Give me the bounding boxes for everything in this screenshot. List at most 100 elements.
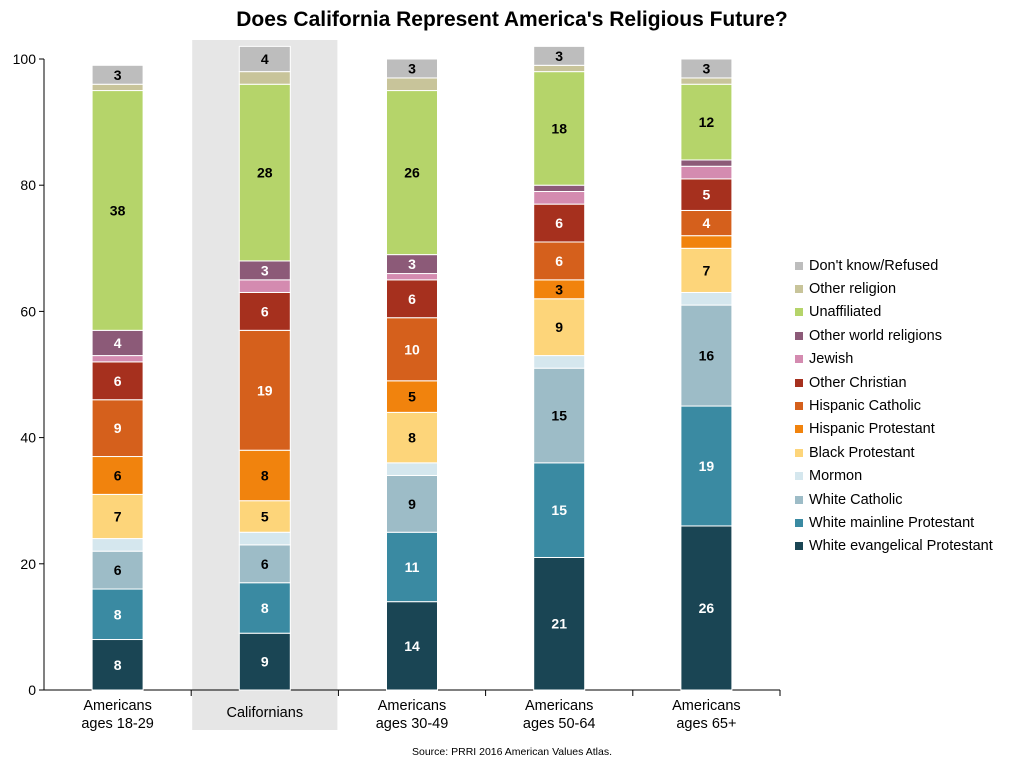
data-label: 10 [404, 341, 420, 357]
legend-swatch [795, 261, 803, 270]
data-label: 4 [114, 335, 122, 351]
y-tick-label: 100 [13, 51, 37, 67]
legend-label: Other religion [809, 281, 897, 298]
data-label: 8 [114, 657, 122, 673]
data-label: 6 [555, 253, 563, 269]
legend-item: White mainline Protestant [795, 511, 993, 534]
bar-segment [91, 399, 144, 458]
data-label: 3 [555, 48, 563, 64]
bar-segment [386, 601, 438, 691]
legend-item: Mormon [795, 465, 993, 488]
source-note: Source: PRRI 2016 American Values Atlas. [412, 746, 612, 758]
bar-segment [91, 329, 144, 357]
data-label: 8 [408, 430, 416, 446]
data-label: 5 [408, 389, 416, 405]
legend-swatch [795, 378, 803, 387]
data-label: 19 [699, 458, 715, 474]
bar-segment [533, 184, 586, 193]
bar-segment [386, 474, 438, 533]
x-tick-label: ages 18-29 [81, 716, 154, 732]
data-label: 4 [703, 215, 711, 231]
data-label: 11 [405, 559, 420, 575]
data-label: 14 [404, 638, 420, 654]
bar-segment [680, 235, 733, 249]
bar-segment [533, 556, 586, 691]
bar-segment [91, 550, 144, 590]
bar-segment [91, 64, 144, 85]
legend-swatch [795, 355, 803, 364]
bar-segment [238, 329, 291, 451]
bar-segment [533, 462, 586, 558]
data-label: 3 [408, 256, 416, 272]
bar-segment [91, 538, 144, 552]
legend-label: Mormon [809, 468, 863, 485]
data-label: 3 [703, 60, 711, 76]
legend-item: Don't know/Refused [795, 254, 993, 277]
data-label: 6 [114, 373, 122, 389]
data-label: 38 [110, 202, 126, 218]
bar-segment [533, 367, 586, 464]
chart-title: Does California Represent America's Reli… [236, 8, 788, 31]
legend-swatch [795, 472, 803, 481]
x-tick-label: Americans [525, 698, 594, 714]
y-tick-label: 20 [20, 556, 36, 572]
y-tick-label: 80 [20, 177, 36, 193]
bar-segment [680, 58, 733, 79]
data-label: 3 [261, 262, 269, 278]
legend-swatch [795, 495, 803, 504]
legend-item: Jewish [795, 348, 993, 371]
data-label: 15 [551, 502, 567, 518]
legend-item: White evangelical Protestant [795, 535, 993, 558]
bar-segment [680, 304, 733, 407]
legend-swatch [795, 542, 803, 551]
bar-segment [680, 83, 733, 161]
data-label: 6 [114, 562, 122, 578]
data-label: 3 [555, 281, 563, 297]
data-label: 8 [114, 606, 122, 622]
legend-label: Jewish [809, 351, 854, 368]
data-label: 4 [261, 51, 269, 67]
legend-swatch [795, 518, 803, 527]
bar-segment [91, 355, 144, 363]
bar-segment [533, 355, 586, 369]
legend-item: Hispanic Catholic [795, 394, 993, 417]
bar-segment [91, 83, 144, 92]
bar-segment [533, 45, 586, 66]
bar-segment [533, 241, 586, 281]
data-label: 6 [261, 303, 269, 319]
data-label: 6 [114, 467, 122, 483]
y-tick-label: 0 [28, 682, 36, 698]
legend-label: Hispanic Catholic [809, 398, 922, 415]
data-label: 3 [114, 67, 122, 83]
bar-segment [238, 71, 291, 85]
legend-label: Don't know/Refused [809, 257, 939, 274]
bar-segment [386, 90, 438, 256]
data-label: 9 [261, 654, 269, 670]
legend-label: Other world religions [809, 327, 942, 344]
bar-segment [91, 90, 144, 331]
data-label: 28 [257, 165, 273, 181]
bar-segment [680, 291, 733, 306]
bar-segment [533, 298, 586, 357]
x-tick-label: Californians [227, 705, 304, 721]
legend-item: Other religion [795, 277, 993, 300]
data-label: 7 [703, 262, 711, 278]
legend-label: Black Protestant [809, 444, 915, 461]
legend-label: Hispanic Protestant [809, 421, 935, 438]
bar-segment [238, 500, 291, 533]
y-tick-label: 40 [20, 430, 36, 446]
legend-label: White Catholic [809, 491, 903, 508]
data-label: 9 [114, 420, 122, 436]
legend-swatch [795, 425, 803, 434]
legend-item: Hispanic Protestant [795, 418, 993, 441]
x-tick-label: Americans [378, 698, 447, 714]
data-label: 19 [257, 382, 273, 398]
data-label: 6 [261, 556, 269, 572]
data-label: 18 [551, 120, 567, 136]
bar-segment [238, 83, 291, 262]
data-label: 16 [699, 348, 715, 364]
data-label: 5 [261, 508, 269, 524]
bar-segment [533, 191, 586, 205]
bar-segment [386, 273, 438, 281]
